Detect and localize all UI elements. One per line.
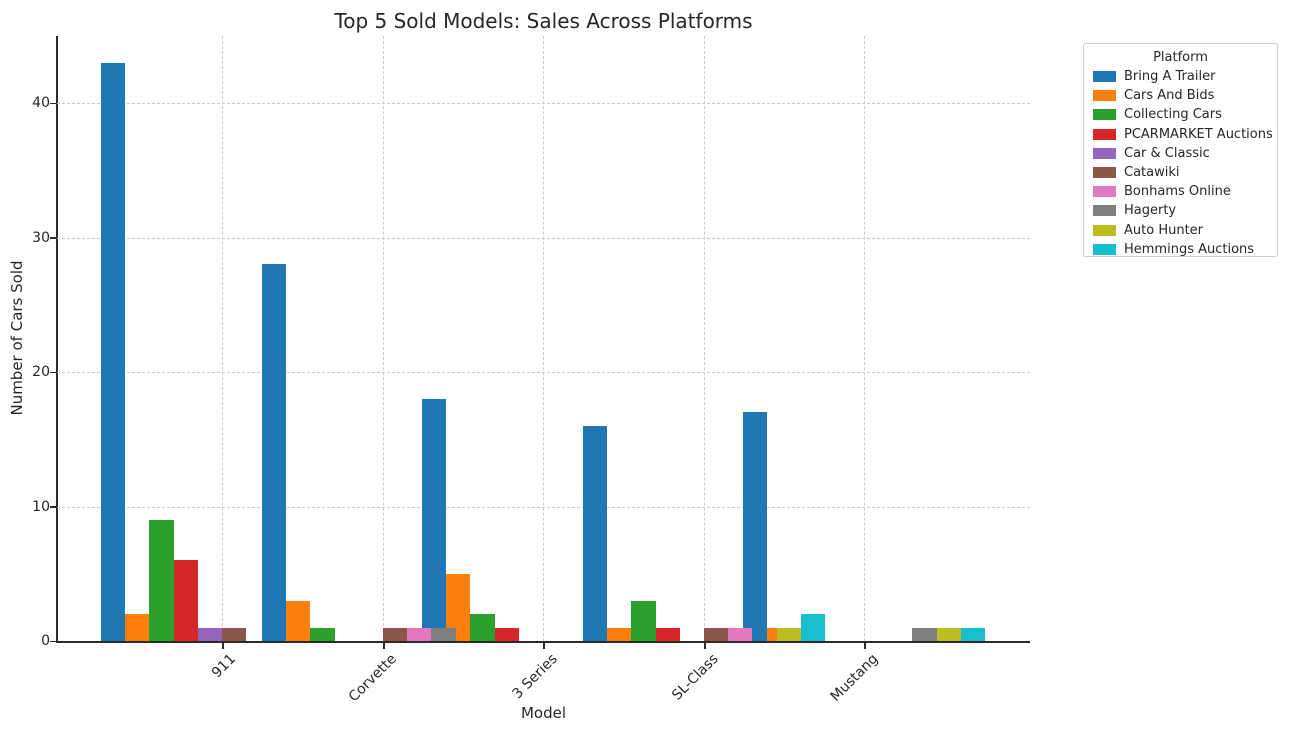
bar-sl-class-hemmings-auctions xyxy=(800,614,825,641)
bar-sl-class-pcarmarket-auctions xyxy=(655,627,680,641)
bar-911-pcarmarket-auctions xyxy=(173,560,198,641)
y-tick-mark xyxy=(50,102,56,104)
legend-label: Bring A Trailer xyxy=(1124,69,1216,85)
legend-item-bring-a-trailer: Bring A Trailer xyxy=(1084,67,1277,86)
x-tick-mark xyxy=(383,643,385,649)
bar-911-cars-and-bids xyxy=(125,614,150,641)
legend-rows: Bring A Trailer Cars And Bids Collecting C… xyxy=(1084,67,1277,259)
bar-911-car-&-classic xyxy=(197,627,222,641)
bar-3-series-pcarmarket-auctions xyxy=(494,627,519,641)
bar-mustang-bring-a-trailer xyxy=(743,412,768,641)
x-tick-mark xyxy=(543,643,545,649)
legend-swatch-icon xyxy=(1093,128,1116,140)
bar-sl-class-auto-hunter xyxy=(776,627,801,641)
legend-label: Hagerty xyxy=(1124,203,1177,219)
y-tick-mark xyxy=(50,506,56,508)
bar-sl-class-bonhams-online xyxy=(728,627,753,641)
legend-swatch-icon xyxy=(1093,90,1116,102)
legend-item-hemmings-auctions: Hemmings Auctions xyxy=(1084,240,1277,259)
bar-corvette-hagerty xyxy=(431,627,456,641)
bar-3-series-bring-a-trailer xyxy=(422,398,447,641)
legend-swatch-icon xyxy=(1093,205,1116,217)
x-tick-mark xyxy=(864,643,866,649)
x-tick-label-911: 911 xyxy=(209,651,240,682)
y-tick-label: 30 xyxy=(32,229,50,246)
legend-item-pcarmarket-auctions: PCARMARKET Auctions xyxy=(1084,125,1277,144)
y-tick-label: 40 xyxy=(32,95,50,111)
legend-label: Bonhams Online xyxy=(1124,184,1231,200)
bar-911-catawiki xyxy=(222,627,247,641)
bar-911-bring-a-trailer xyxy=(101,62,126,641)
x-tick-label-3-series: 3 Series xyxy=(509,651,561,703)
x-tick-label-corvette: Corvette xyxy=(346,651,401,706)
x-gridline xyxy=(383,36,384,641)
legend-label: PCARMARKET Auctions xyxy=(1124,126,1273,142)
bar-sl-class-collecting-cars xyxy=(631,600,656,641)
x-gridline xyxy=(864,36,865,641)
legend-item-bonhams-online: Bonhams Online xyxy=(1084,182,1277,201)
legend-item-hagerty: Hagerty xyxy=(1084,201,1277,220)
legend-swatch-icon xyxy=(1093,224,1116,236)
x-gridline xyxy=(704,36,705,641)
x-tick-mark xyxy=(222,643,224,649)
legend-item-cars-and-bids: Cars And Bids xyxy=(1084,86,1277,105)
legend: Platform Bring A Trailer Cars And Bids Col… xyxy=(1083,43,1278,257)
x-axis-spine xyxy=(56,641,1030,643)
legend-label: Cars And Bids xyxy=(1124,88,1215,104)
y-axis-spine xyxy=(56,36,58,643)
bar-corvette-collecting-cars xyxy=(310,627,335,641)
y-tick-label: 20 xyxy=(32,364,50,380)
legend-swatch-icon xyxy=(1093,147,1116,159)
legend-swatch-icon xyxy=(1093,186,1116,198)
bar-corvette-catawiki xyxy=(383,627,408,641)
chart-title: Top 5 Sold Models: Sales Across Platform… xyxy=(334,9,753,33)
y-tick-mark xyxy=(50,640,56,642)
legend-swatch-icon xyxy=(1093,71,1116,83)
x-tick-label-sl-class: SL-Class xyxy=(668,651,722,704)
legend-item-catawiki: Catawiki xyxy=(1084,163,1277,182)
legend-swatch-icon xyxy=(1093,109,1116,121)
y-tick-mark xyxy=(50,371,56,373)
bar-sl-class-catawiki xyxy=(704,627,729,641)
legend-item-collecting-cars: Collecting Cars xyxy=(1084,105,1277,124)
y-tick-label: 0 xyxy=(41,633,50,649)
bar-corvette-bonhams-online xyxy=(407,627,432,641)
bar-mustang-auto-hunter xyxy=(936,627,961,641)
y-tick-mark xyxy=(50,237,56,239)
plot-area xyxy=(50,36,1030,649)
bar-mustang-hemmings-auctions xyxy=(960,627,985,641)
legend-label: Hemmings Auctions xyxy=(1124,241,1255,257)
x-axis-label: Model xyxy=(520,704,567,722)
bar-corvette-cars-and-bids xyxy=(286,600,311,641)
x-gridline xyxy=(543,36,544,641)
legend-label: Collecting Cars xyxy=(1124,107,1222,123)
bar-sl-class-bring-a-trailer xyxy=(583,425,608,641)
legend-label: Car & Classic xyxy=(1124,145,1210,161)
legend-label: Catawiki xyxy=(1124,165,1180,181)
x-gridline xyxy=(222,36,223,641)
bar-mustang-hagerty xyxy=(912,627,937,641)
legend-item-auto-hunter: Auto Hunter xyxy=(1084,221,1277,240)
y-axis-label: Number of Cars Sold xyxy=(8,260,26,416)
bar-sl-class-cars-and-bids xyxy=(607,627,632,641)
y-tick-label: 10 xyxy=(32,498,50,515)
x-tick-mark xyxy=(704,643,706,649)
bar-corvette-bring-a-trailer xyxy=(262,264,287,641)
x-tick-label-mustang: Mustang xyxy=(827,651,882,705)
legend-item-car-&-classic: Car & Classic xyxy=(1084,144,1277,163)
legend-swatch-icon xyxy=(1093,167,1116,179)
legend-title: Platform xyxy=(1153,50,1208,65)
legend-label: Auto Hunter xyxy=(1124,222,1204,238)
legend-swatch-icon xyxy=(1093,243,1116,255)
bar-911-collecting-cars xyxy=(149,519,174,641)
bar-3-series-collecting-cars xyxy=(470,614,495,641)
